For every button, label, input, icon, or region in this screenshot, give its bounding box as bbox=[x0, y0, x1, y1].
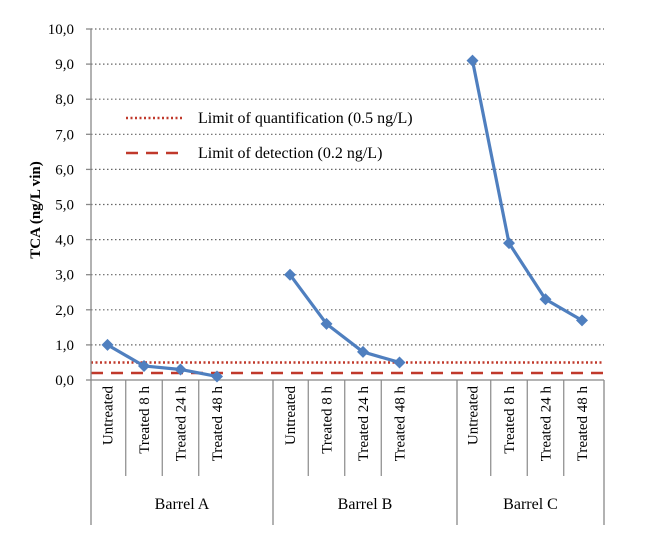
y-tick-label: 6,0 bbox=[55, 162, 74, 178]
x-category-label: Treated 8 h bbox=[502, 386, 518, 454]
x-category-label: Untreated bbox=[101, 386, 117, 446]
x-group-label: Barrel B bbox=[338, 496, 393, 513]
x-group-label: Barrel A bbox=[155, 496, 210, 513]
y-tick-label: 9,0 bbox=[55, 57, 74, 73]
series-line bbox=[470, 60, 583, 322]
x-axis-labels: Untreated Treated 8 h Treated 24 h Treated … bbox=[101, 386, 592, 513]
data-point bbox=[466, 54, 479, 67]
x-category-label: Untreated bbox=[466, 386, 482, 446]
data-point bbox=[320, 317, 333, 330]
data-point bbox=[211, 370, 223, 383]
data-point bbox=[138, 359, 150, 372]
x-group-label: Barrel C bbox=[503, 496, 558, 513]
x-category-label: Treated 48 h bbox=[210, 386, 226, 462]
grid-lines bbox=[91, 28, 604, 346]
series-line bbox=[288, 273, 400, 364]
legend: Limit of quantification (0.5 ng/L) Limit … bbox=[126, 110, 413, 162]
y-tick-label: 10,0 bbox=[48, 22, 74, 38]
legend-label: Limit of quantification (0.5 ng/L) bbox=[198, 110, 413, 127]
x-category-label: Treated 48 h bbox=[393, 386, 409, 462]
data-point bbox=[576, 314, 588, 327]
data-point bbox=[174, 363, 187, 376]
data-point bbox=[357, 345, 369, 358]
y-tick-label: 1,0 bbox=[55, 338, 74, 354]
y-tick-label: 8,0 bbox=[55, 92, 74, 108]
series-line bbox=[106, 343, 218, 379]
data-point bbox=[393, 356, 406, 369]
data-series bbox=[101, 54, 588, 383]
x-category-label: Treated 24 h bbox=[174, 386, 190, 462]
y-tick-label: 5,0 bbox=[55, 198, 74, 214]
y-axis-label: TCA (ng/L vin) bbox=[28, 161, 44, 259]
x-category-label: Treated 24 h bbox=[539, 386, 555, 462]
y-tick-label: 3,0 bbox=[55, 268, 74, 284]
data-point bbox=[503, 237, 515, 250]
y-tick-label: 0,0 bbox=[55, 373, 74, 389]
legend-label: Limit of detection (0.2 ng/L) bbox=[198, 145, 382, 162]
axes bbox=[86, 28, 605, 525]
reference-lines bbox=[91, 361, 604, 375]
y-tick-label: 4,0 bbox=[55, 233, 74, 249]
y-tick-label: 7,0 bbox=[55, 127, 74, 143]
y-tick-labels: 0,0 1,0 2,0 3,0 4,0 5,0 6,0 7,0 8,0 9,0 10,0 bbox=[48, 22, 74, 389]
y-tick-label: 2,0 bbox=[55, 303, 74, 319]
x-category-label: Treated 8 h bbox=[137, 386, 153, 454]
data-point bbox=[101, 338, 114, 351]
x-category-label: Treated 24 h bbox=[356, 386, 372, 462]
data-point bbox=[284, 268, 296, 281]
x-category-label: Untreated bbox=[283, 386, 299, 446]
x-category-label: Treated 8 h bbox=[320, 386, 336, 454]
x-category-label: Treated 48 h bbox=[575, 386, 591, 462]
data-point bbox=[539, 293, 552, 306]
